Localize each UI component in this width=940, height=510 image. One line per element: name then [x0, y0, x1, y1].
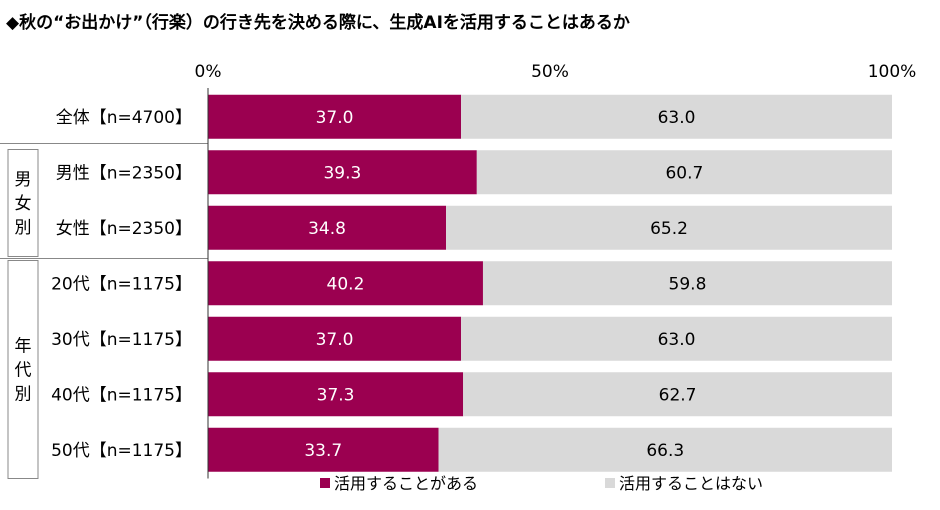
category-label: 50代【n=1175】	[51, 441, 192, 461]
group-label: 年	[15, 337, 32, 357]
bar-segment-use	[208, 372, 464, 417]
legend-swatch	[605, 478, 615, 488]
legend-label: 活用することはない	[619, 474, 763, 493]
data-label: 37.3	[317, 385, 355, 405]
data-label: 63.0	[658, 108, 696, 128]
chart-title: ◆秋の“お出かけ”（行楽）の行き先を決める際に、生成AIを活用することはあるか	[6, 13, 630, 33]
group-label: 女	[15, 194, 32, 214]
group-box	[7, 149, 39, 257]
data-label: 66.3	[646, 441, 684, 461]
data-label: 40.2	[327, 274, 365, 294]
group-label: 代	[15, 361, 32, 381]
data-label: 39.3	[323, 163, 361, 183]
bar-segment-no-use	[446, 205, 892, 250]
bar-segment-no-use	[461, 316, 892, 361]
bar-segment-use	[208, 94, 462, 139]
bar-segment-use	[208, 150, 477, 195]
bar-segment-use	[208, 261, 483, 306]
category-label: 全体【n=4700】	[56, 108, 192, 128]
legend-swatch	[320, 478, 330, 488]
group-label: 男	[15, 170, 32, 190]
bar-segment-no-use	[482, 261, 892, 306]
x-tick-label: 50%	[531, 62, 569, 82]
data-label: 63.0	[658, 330, 696, 350]
data-label: 37.0	[316, 330, 354, 350]
bar-segment-use	[208, 205, 447, 250]
data-label: 60.7	[665, 163, 703, 183]
bar-segment-use	[208, 316, 462, 361]
data-label: 59.8	[669, 274, 707, 294]
data-label: 37.0	[316, 108, 354, 128]
bar-segment-no-use	[461, 94, 892, 139]
data-label: 33.7	[304, 441, 342, 461]
data-label: 65.2	[650, 219, 688, 239]
bar-segment-use	[208, 427, 439, 472]
group-box	[7, 260, 39, 479]
group-label: 別	[15, 218, 32, 238]
category-label: 女性【n=2350】	[56, 219, 192, 239]
category-label: 30代【n=1175】	[51, 330, 192, 350]
x-tick-label: 0%	[195, 62, 222, 82]
bar-segment-no-use	[476, 150, 892, 195]
group-label: 別	[15, 385, 32, 405]
bar-segment-no-use	[463, 372, 892, 417]
category-label: 20代【n=1175】	[51, 274, 192, 294]
bar-segment-no-use	[438, 427, 892, 472]
data-label: 34.8	[308, 219, 346, 239]
category-label: 男性【n=2350】	[56, 163, 192, 183]
data-label: 62.7	[659, 385, 697, 405]
x-tick-label: 100%	[868, 62, 917, 82]
category-label: 40代【n=1175】	[51, 385, 192, 405]
legend-label: 活用することがある	[334, 474, 478, 493]
